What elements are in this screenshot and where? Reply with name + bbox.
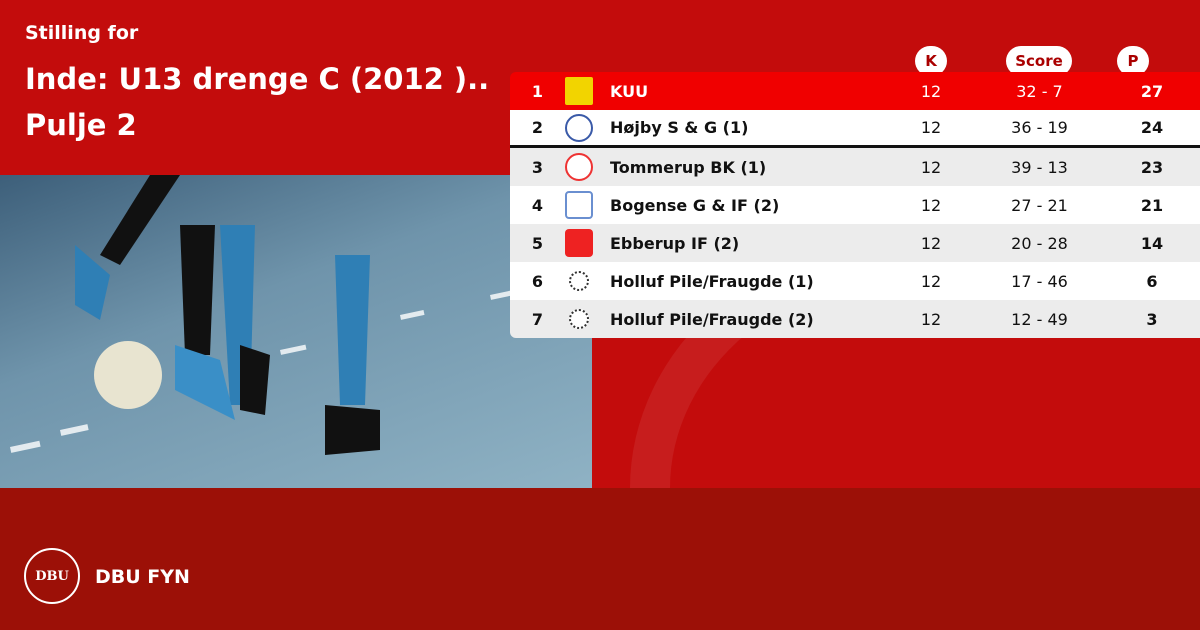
score: 39 - 13 <box>1011 157 1068 177</box>
team-name: KUU <box>610 81 649 101</box>
position: 4 <box>531 195 544 215</box>
page-title: Inde: U13 drenge C (2012 ).. Pulje 2 <box>25 62 490 142</box>
team-logo-icon <box>565 191 593 219</box>
football-icon <box>569 271 589 291</box>
subtitle: Stilling for <box>25 22 139 44</box>
position: 7 <box>531 309 544 329</box>
points: 21 <box>1140 195 1164 215</box>
team-name: Holluf Pile/Fraugde (2) <box>610 309 814 329</box>
futsal-photo <box>0 175 592 488</box>
position: 6 <box>531 271 544 291</box>
football-icon <box>569 309 589 329</box>
score: 36 - 19 <box>1011 118 1068 137</box>
team-logo-icon <box>565 77 593 105</box>
table-row[interactable]: 3 Tommerup BK (1) 12 39 - 13 23 <box>510 148 1200 186</box>
points: 23 <box>1140 157 1164 177</box>
team-name: Holluf Pile/Fraugde (1) <box>610 271 814 291</box>
table-row[interactable]: 6 Holluf Pile/Fraugde (1) 12 17 - 46 6 <box>510 262 1200 300</box>
team-name: Ebberup IF (2) <box>610 233 740 253</box>
team-name: Bogense G & IF (2) <box>610 195 780 215</box>
position: 5 <box>531 233 544 253</box>
column-header-k: K <box>915 46 947 76</box>
table-row[interactable]: 1 KUU 12 32 - 7 27 <box>510 72 1200 110</box>
matches: 12 <box>920 195 942 215</box>
matches: 12 <box>920 271 942 291</box>
team-logo-icon <box>565 153 593 181</box>
score: 12 - 49 <box>1011 309 1068 329</box>
team-logo-icon <box>565 113 593 142</box>
organization-name: DBU FYN <box>95 566 190 588</box>
matches: 12 <box>920 233 942 253</box>
position: 3 <box>531 157 544 177</box>
score: 32 - 7 <box>1016 81 1063 101</box>
team-logo-icon <box>565 229 593 257</box>
matches: 12 <box>920 81 942 101</box>
column-header-score: Score <box>1006 46 1072 76</box>
points: 3 <box>1146 309 1158 329</box>
matches: 12 <box>920 118 942 137</box>
points: 14 <box>1140 233 1164 253</box>
column-header-p: P <box>1117 46 1149 76</box>
points: 27 <box>1140 81 1164 101</box>
position: 2 <box>531 118 544 137</box>
matches: 12 <box>920 309 942 329</box>
score: 17 - 46 <box>1011 271 1068 291</box>
team-name: Højby S & G (1) <box>610 118 749 137</box>
points: 24 <box>1140 118 1164 137</box>
standings-table: 1 KUU 12 32 - 7 27 2 Højby S & G (1) 12 36 - 19… <box>510 72 1200 338</box>
team-name: Tommerup BK (1) <box>610 157 767 177</box>
position: 1 <box>531 81 544 101</box>
table-row[interactable]: 4 Bogense G & IF (2) 12 27 - 21 21 <box>510 186 1200 224</box>
footer-band <box>0 488 1200 630</box>
table-row[interactable]: 7 Holluf Pile/Fraugde (2) 12 12 - 49 3 <box>510 300 1200 338</box>
dbu-logo: DBU <box>24 548 80 604</box>
table-row[interactable]: 2 Højby S & G (1) 12 36 - 19 24 <box>510 110 1200 148</box>
score: 27 - 21 <box>1011 195 1068 215</box>
points: 6 <box>1146 271 1158 291</box>
score: 20 - 28 <box>1011 233 1068 253</box>
table-row[interactable]: 5 Ebberup IF (2) 12 20 - 28 14 <box>510 224 1200 262</box>
matches: 12 <box>920 157 942 177</box>
